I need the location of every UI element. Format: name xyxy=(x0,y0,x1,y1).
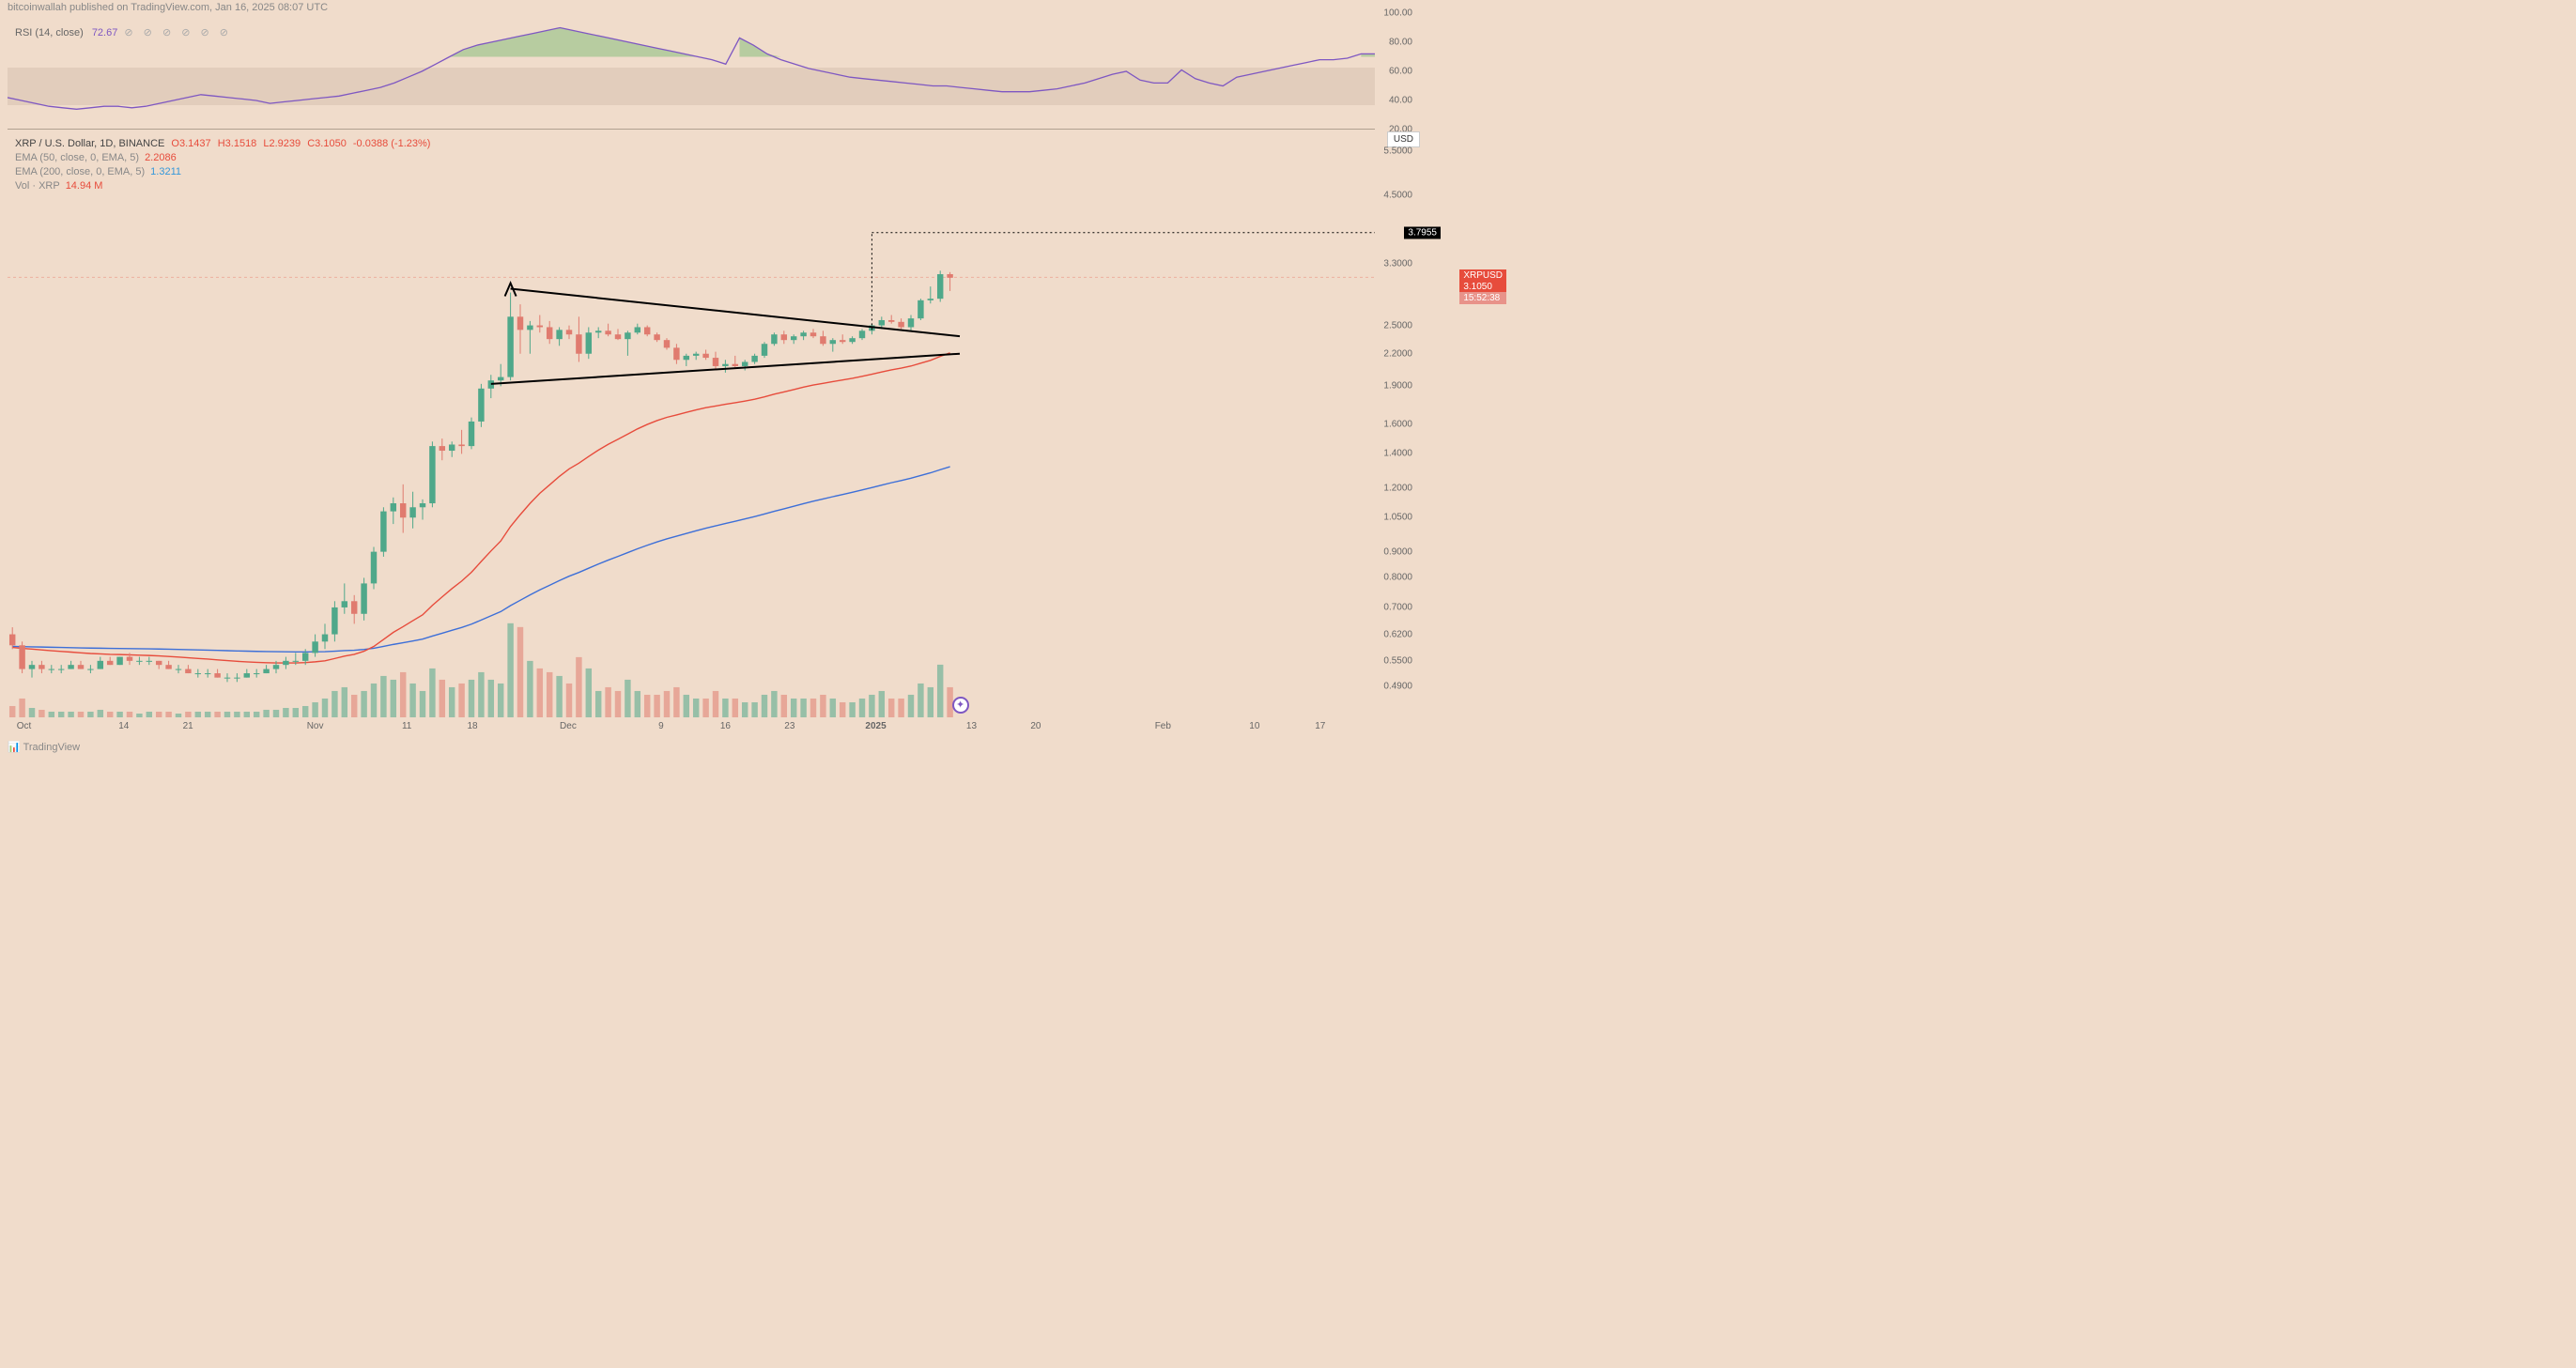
time-tick: 9 xyxy=(658,721,664,731)
price-tick: 0.7000 xyxy=(1383,602,1412,612)
rsi-tick: 80.00 xyxy=(1389,38,1412,48)
time-tick: 16 xyxy=(720,721,731,731)
price-tick: 2.5000 xyxy=(1383,320,1412,330)
price-tick: 1.2000 xyxy=(1383,483,1412,493)
price-tick: 5.5000 xyxy=(1383,146,1412,156)
ohlc-open: O3.1437 xyxy=(171,138,210,149)
candlestick-chart[interactable] xyxy=(8,131,1375,719)
price-tick: 3.3000 xyxy=(1383,259,1412,269)
ema200-label[interactable]: EMA (200, close, 0, EMA, 5) xyxy=(15,166,145,177)
rsi-panel: RSI (14, close) 72.67 ⊘ ⊘ ⊘ ⊘ ⊘ ⊘ 20.004… xyxy=(8,13,1375,130)
chart-info-legend: XRP / U.S. Dollar, 1D, BINANCE O3.1437 H… xyxy=(15,137,430,193)
time-tick: 18 xyxy=(467,721,477,731)
time-tick: 2025 xyxy=(865,721,886,731)
publish-header: bitcoinwallah published on TradingView.c… xyxy=(8,2,328,13)
ema50-label[interactable]: EMA (50, close, 0, EMA, 5) xyxy=(15,152,139,163)
time-tick: Dec xyxy=(560,721,577,731)
price-tick: 0.4900 xyxy=(1383,682,1412,692)
ema200-value: 1.3211 xyxy=(150,166,181,177)
rsi-label: RSI (14, close) 72.67 ⊘ ⊘ ⊘ ⊘ ⊘ ⊘ xyxy=(15,26,232,38)
price-tick: 0.9000 xyxy=(1383,546,1412,557)
vol-value: 14.94 M xyxy=(66,180,103,192)
price-tick: 1.4000 xyxy=(1383,449,1412,459)
price-tick: 0.5500 xyxy=(1383,655,1412,666)
main-chart-panel[interactable]: XRP / U.S. Dollar, 1D, BINANCE O3.1437 H… xyxy=(8,131,1375,719)
go-to-latest-button[interactable]: ✦ xyxy=(952,697,969,714)
rsi-tick: 40.00 xyxy=(1389,96,1412,106)
rsi-title: RSI (14, close) xyxy=(15,27,84,38)
price-tick: 1.0500 xyxy=(1383,513,1412,523)
tradingview-logo[interactable]: TradingView xyxy=(8,741,80,753)
countdown-tag: 15:52:38 xyxy=(1459,292,1506,304)
time-tick: Oct xyxy=(17,721,32,731)
price-y-axis[interactable]: 0.4900 0.5500 0.6200 0.7000 0.8000 0.9000 1.05… xyxy=(1379,131,1416,719)
time-x-axis[interactable]: Oct 14 21 Nov 11 18 Dec 9 16 23 2025 13 20 Feb 10 17 xyxy=(8,721,1375,736)
price-tick: 1.9000 xyxy=(1383,381,1412,392)
rsi-y-axis[interactable]: 20.0040.0060.0080.00100.00 xyxy=(1379,13,1416,129)
rsi-value: 72.67 xyxy=(92,27,118,38)
time-tick: 17 xyxy=(1315,721,1325,731)
target-price-tag: 3.7955 xyxy=(1404,227,1441,239)
ema50-value: 2.2086 xyxy=(145,152,177,163)
ohlc-change: -0.0388 (-1.23%) xyxy=(353,138,431,149)
ohlc-low: L2.9239 xyxy=(263,138,301,149)
rsi-settings-icons[interactable]: ⊘ ⊘ ⊘ ⊘ ⊘ ⊘ xyxy=(124,27,232,38)
vol-label[interactable]: Vol · XRP xyxy=(15,180,60,192)
rsi-tick: 60.00 xyxy=(1389,67,1412,77)
time-tick: 10 xyxy=(1249,721,1259,731)
rsi-tick: 100.00 xyxy=(1383,8,1412,19)
time-tick: Feb xyxy=(1155,721,1171,731)
time-tick: 23 xyxy=(784,721,794,731)
symbol-title[interactable]: XRP / U.S. Dollar, 1D, BINANCE xyxy=(15,138,164,149)
price-tick: 0.6200 xyxy=(1383,629,1412,639)
ohlc-close: C3.1050 xyxy=(307,138,347,149)
time-tick: 13 xyxy=(966,721,977,731)
price-tick: 1.6000 xyxy=(1383,419,1412,429)
price-tick: 0.8000 xyxy=(1383,573,1412,583)
time-tick: 14 xyxy=(118,721,129,731)
ohlc-high: H3.1518 xyxy=(218,138,257,149)
time-tick: 11 xyxy=(402,721,411,731)
time-tick: 20 xyxy=(1030,721,1041,731)
price-tick: 2.2000 xyxy=(1383,348,1412,359)
time-tick: Nov xyxy=(307,721,324,731)
price-tick: 4.5000 xyxy=(1383,190,1412,200)
time-tick: 21 xyxy=(183,721,193,731)
